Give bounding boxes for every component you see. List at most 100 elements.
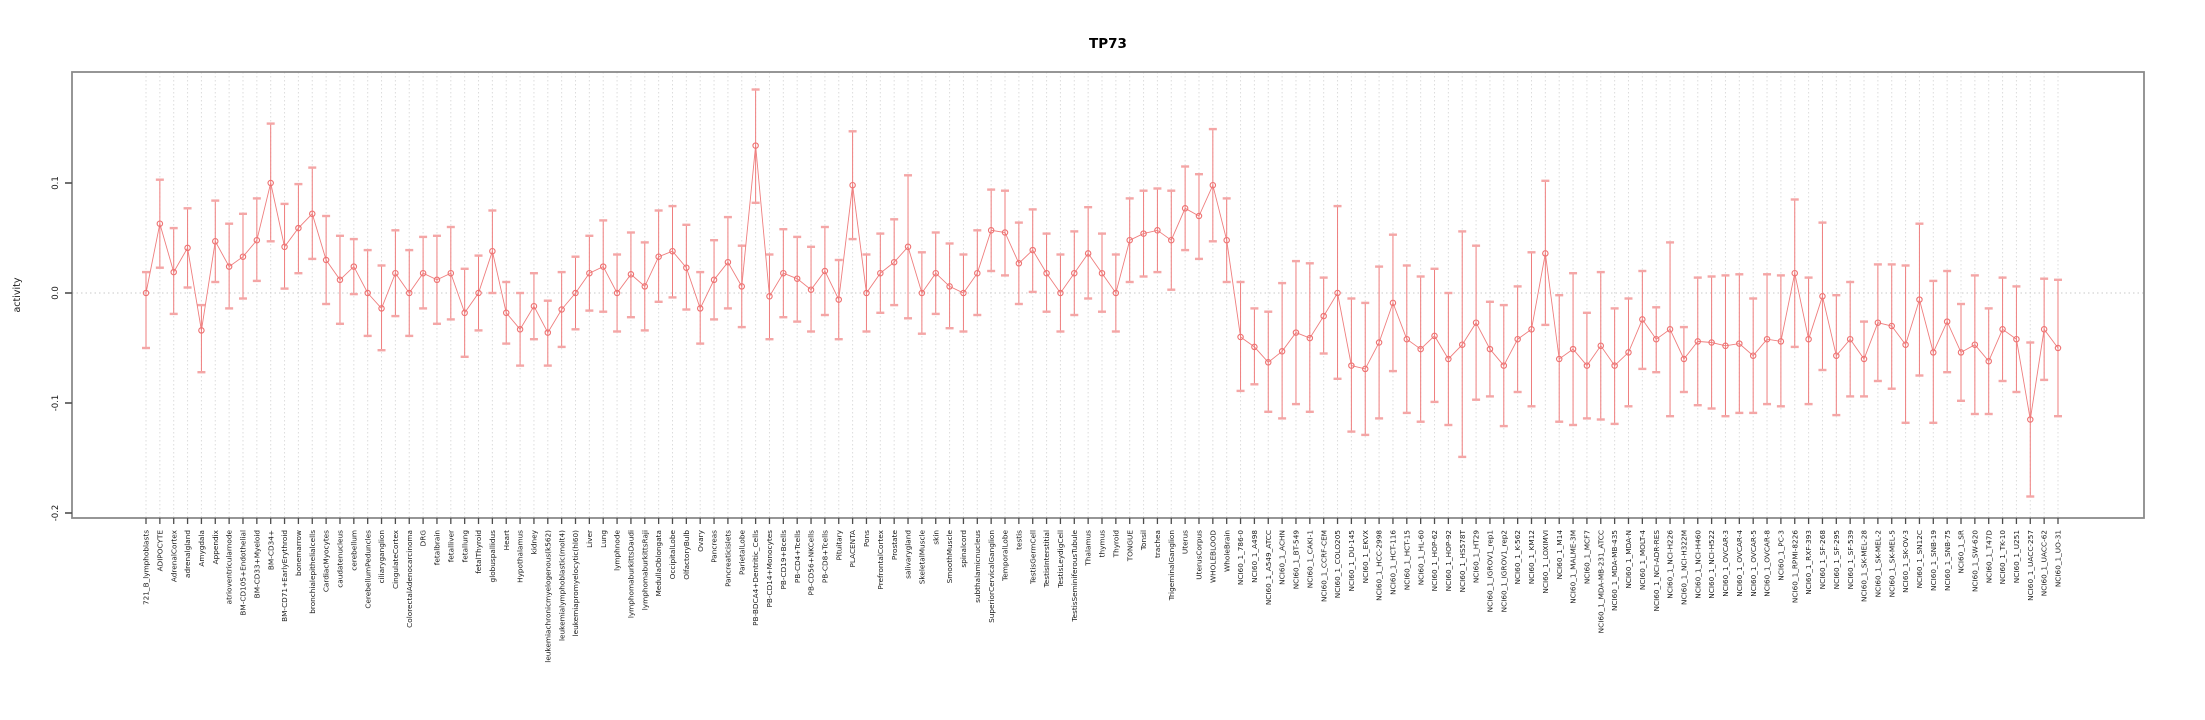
x-tick-label: MedullaOblongata bbox=[654, 530, 663, 597]
data-point bbox=[1763, 335, 1771, 343]
x-tick-label: ParietalLobe bbox=[737, 529, 746, 574]
x-tick-label: WholeBrain bbox=[1222, 530, 1231, 572]
x-tick-label: NCI60_1_A549_ATCC bbox=[1264, 530, 1273, 605]
data-point bbox=[1791, 269, 1798, 277]
data-point bbox=[253, 236, 261, 244]
data-point bbox=[918, 289, 926, 297]
data-point bbox=[1251, 343, 1258, 351]
x-tick-label: NCI60_1_MDA-MB-231_ATCC bbox=[1596, 530, 1605, 633]
data-point bbox=[1361, 365, 1369, 373]
data-point bbox=[1015, 260, 1023, 267]
x-tick-label: Pituitary bbox=[834, 529, 843, 560]
x-tick-label: caudatenucleus bbox=[336, 530, 345, 588]
x-tick-label: TONGUE bbox=[1125, 530, 1134, 563]
data-point bbox=[1528, 326, 1535, 333]
data-point bbox=[1708, 339, 1715, 346]
data-point bbox=[295, 224, 302, 232]
data-point bbox=[1001, 229, 1009, 236]
data-point bbox=[1888, 322, 1895, 330]
data-point bbox=[1140, 230, 1147, 237]
x-tick-label: NCI60_1_ACHN bbox=[1278, 530, 1287, 585]
x-tick-label: fetalThyroid bbox=[474, 530, 483, 574]
data-point bbox=[1943, 318, 1951, 325]
x-tick-label: Appendix bbox=[211, 529, 220, 564]
x-tick-label: Pancreaticislets bbox=[724, 530, 733, 587]
x-tick-label: Ovary bbox=[696, 529, 705, 552]
data-point bbox=[392, 269, 399, 277]
data-point bbox=[447, 269, 455, 277]
x-tick-label: NCI60_1_RPMI-8226 bbox=[1790, 530, 1799, 603]
x-tick-label: Thyroid bbox=[1111, 530, 1120, 558]
data-point bbox=[1902, 341, 1909, 348]
data-point bbox=[1500, 362, 1508, 369]
data-point bbox=[281, 243, 288, 251]
data-point bbox=[156, 220, 164, 227]
x-tick-label: salivarygland bbox=[904, 530, 913, 579]
data-point bbox=[1389, 299, 1397, 307]
data-point bbox=[1514, 335, 1521, 343]
x-tick-label: ciliaryganglion bbox=[377, 530, 386, 583]
x-tick-label: NCI60_1_A498 bbox=[1250, 530, 1259, 583]
data-point bbox=[2054, 344, 2062, 352]
data-point bbox=[322, 256, 330, 264]
x-tick-label: NCI60_1_SW-620 bbox=[1970, 530, 1979, 592]
x-tick-label: UterusCorpus bbox=[1195, 530, 1204, 580]
x-tick-label: NCI60_1_SN12C bbox=[1915, 530, 1924, 588]
data-point bbox=[1306, 334, 1314, 342]
data-point bbox=[1999, 326, 2006, 333]
data-point bbox=[655, 253, 662, 260]
x-tick-label: PLACENTA bbox=[848, 530, 857, 568]
x-tick-label: NCI60_1_BT-549 bbox=[1292, 530, 1301, 590]
data-point bbox=[780, 269, 787, 277]
data-point bbox=[267, 179, 274, 187]
x-tick-label: NCI60_1_EKVX bbox=[1361, 530, 1370, 583]
data-point bbox=[724, 258, 732, 266]
x-tick-label: NCI60_1_HOP-62 bbox=[1430, 530, 1439, 591]
x-tick-label: kidney bbox=[530, 529, 539, 554]
x-tick-label: NCI60_1_HL-60 bbox=[1416, 530, 1425, 586]
x-tick-label: NCI60_1_RXF-393 bbox=[1804, 530, 1813, 595]
data-point bbox=[2027, 416, 2034, 423]
x-tick-label: NCI60_1_SF-268 bbox=[1818, 530, 1827, 590]
plot-border bbox=[71, 71, 2145, 519]
x-tick-label: NCI60_1_T47D bbox=[1984, 530, 1993, 584]
data-point bbox=[1805, 335, 1812, 343]
x-tick-label: NCI60_1_CAKI-1 bbox=[1305, 530, 1314, 588]
data-point bbox=[1195, 212, 1203, 220]
data-point bbox=[849, 181, 856, 189]
data-point bbox=[987, 227, 995, 234]
x-tick-label: NCI60_1_SK-MEL-5 bbox=[1887, 530, 1896, 597]
data-point bbox=[1334, 289, 1341, 297]
data-point bbox=[1223, 236, 1230, 244]
x-tick-label: Heart bbox=[502, 530, 511, 550]
x-tick-label: SkeletalMuscle bbox=[917, 529, 926, 584]
data-point bbox=[239, 253, 247, 260]
data-point bbox=[309, 210, 316, 218]
data-point bbox=[1542, 250, 1549, 257]
data-point bbox=[558, 306, 565, 313]
x-tick-label: NCI60_1_OVCAR-8 bbox=[1763, 530, 1772, 597]
x-tick-label: leukemialymphoblastic(molt4) bbox=[557, 530, 566, 641]
x-tick-label: NCI60_1_PC-3 bbox=[1776, 530, 1785, 581]
x-tick-label: Uterus bbox=[1181, 530, 1190, 554]
x-tick-label: adrenalgland bbox=[183, 530, 192, 578]
y-tick-label: 0.0 bbox=[51, 286, 61, 300]
x-tick-label: trachea bbox=[1153, 530, 1162, 558]
x-tick-label: TemporalLobe bbox=[1001, 529, 1010, 581]
x-tick-label: NCI60_1_SK-MEL-2 bbox=[1873, 530, 1882, 597]
data-point bbox=[641, 283, 649, 290]
data-point bbox=[877, 269, 884, 277]
x-tick-label: AdrenalCortex bbox=[169, 529, 178, 582]
x-tick-label: BM-CD105+Endothelial bbox=[239, 530, 248, 616]
x-tick-label: atrioventricularnode bbox=[225, 530, 234, 605]
x-tick-label: fetallung bbox=[460, 530, 469, 562]
y-tick-label: -0.1 bbox=[51, 395, 61, 412]
data-point bbox=[544, 329, 552, 336]
data-point bbox=[1458, 341, 1466, 348]
x-tick-label: PB-CD56+NKCells bbox=[807, 530, 816, 596]
x-tick-label: NCI60_1_SK-OV-3 bbox=[1901, 530, 1910, 593]
data-point bbox=[2040, 326, 2048, 333]
x-tick-label: leukemiapromyelocytic(hl60) bbox=[571, 530, 580, 637]
x-tick-label: SmoothMuscle bbox=[945, 529, 954, 583]
